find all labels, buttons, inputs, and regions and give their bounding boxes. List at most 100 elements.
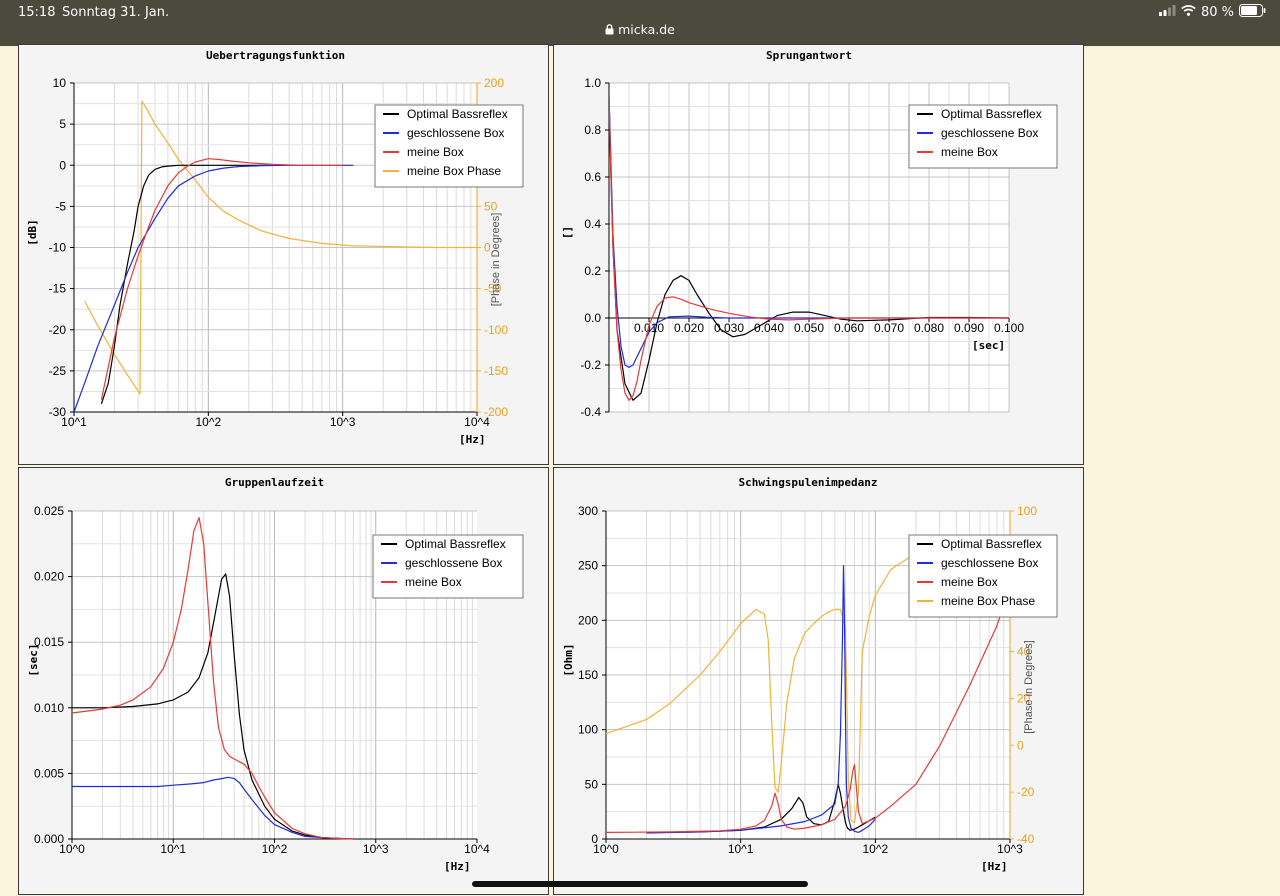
series-line-geschlossene-box [74,164,354,413]
x-tick-label: 0.030 [714,321,744,335]
y2-tick-label: -20 [1017,785,1035,799]
x-tick-label: 10^3 [330,415,356,429]
chart-svg: Sprungantwort 1.0 0.8 0.6 0.4 0.2 0.0 -0.2 -0.4 0… [561,49,1058,419]
series-line-meine-box [609,94,1009,401]
y-tick-label: 0.8 [584,123,601,137]
y-tick-label: 100 [578,723,598,737]
legend-entry: meine Box Phase [941,594,1035,608]
y2-tick-label: 0 [1017,738,1024,752]
y-tick-label: 0.005 [34,766,64,780]
y-axis-label: [sec] [27,643,40,676]
series-line-geschlossene-box [609,94,1009,368]
legend-entry: Optimal Bassreflex [407,107,508,121]
legend-entry: meine Box [941,575,998,589]
y2-tick-label: 0 [484,241,491,255]
y2-tick-label: -200 [484,405,508,419]
y-tick-label: 1.0 [584,76,601,90]
x-tick-label: 0.100 [994,321,1024,335]
y2-tick-label: 20 [1017,691,1031,705]
y2-tick-label: 50 [484,199,498,213]
y-tick-label: 0 [59,158,66,172]
y-tick-label: 0.010 [34,701,64,715]
wifi-icon [1181,5,1196,20]
y-tick-label: -30 [49,405,67,419]
home-indicator[interactable] [472,881,808,887]
legend-entry: meine Box Phase [407,164,501,178]
legend-entry: Optimal Bassreflex [941,107,1042,121]
x-tick-label: 10^2 [863,842,889,856]
legend-entry: geschlossene Box [407,126,504,140]
x-tick-label: 0.080 [914,321,944,335]
y-tick-label: 0 [591,832,598,846]
y-tick-label: 0.015 [34,635,64,649]
y-tick-label: 0.0 [584,311,601,325]
chart-svg: Schwingspulenimpedanz3002502001501005001… [562,476,1058,873]
series-line-meine-box-phase [606,545,949,824]
x-tick-label: 10^3 [363,842,389,856]
chart-uebertragungsfunktion: Uebertragungsfunktion 10 5 0 -5 -10 -15 -20 -25 -… [18,44,549,465]
y-tick-label: 0.2 [584,264,601,278]
series-line-optimal-bassreflex [609,94,1009,401]
y2-tick-label: 200 [484,76,504,90]
y-tick-label: -5 [55,199,66,213]
x-tick-label: 10^0 [593,842,619,856]
x-tick-label: 10^4 [464,842,490,856]
y-tick-label: -20 [49,323,67,337]
x-axis-label: [Hz] [444,860,471,873]
x-tick-label: 10^1 [61,415,87,429]
legend-box [372,534,524,599]
chart-title: Uebertragungsfunktion [206,49,345,62]
chart-schwingspulenimpedanz: Schwingspulenimpedanz 300 250 200 150 100 50 0 1… [553,467,1084,895]
y-tick-label: 0.000 [34,832,64,846]
series-line-geschlossene-box [72,776,346,840]
legend-entry: Optimal Bassreflex [405,537,506,551]
y2-axis-label: [Phase in Degrees] [1023,640,1035,734]
x-tick-label: 0.020 [674,321,704,335]
y-tick-label: -0.4 [580,405,601,419]
status-time: 15:18 [18,5,56,20]
y-tick-label: 0.6 [584,170,601,184]
y-tick-label: 0.025 [34,504,64,518]
series-line-optimal-bassreflex [72,573,354,840]
x-tick-label: 0.040 [754,321,784,335]
y-tick-label: 250 [578,559,598,573]
x-tick-label: 10^0 [59,842,85,856]
address-bar[interactable]: micka.de [0,22,1280,37]
legend-entry: geschlossene Box [941,556,1038,570]
y2-tick-label: -50 [484,282,502,296]
chart-title: Gruppenlaufzeit [225,476,324,489]
x-tick-label: 10^4 [464,415,490,429]
x-axis-label: [Hz] [459,433,486,446]
y2-tick-label: -100 [484,323,508,337]
y-tick-label: 0.4 [584,217,601,231]
lock-icon [605,22,618,37]
x-tick-label: 10^1 [728,842,754,856]
y-axis-label: [] [561,226,574,239]
y-tick-label: 0.020 [34,570,64,584]
y2-tick-label: 40 [1017,645,1031,659]
status-bar: 15:18 Sonntag 31. Jan. micka.de 80 % [0,0,1280,46]
x-tick-label: 0.070 [874,321,904,335]
y-tick-label: 10 [53,76,67,90]
series-line-geschlossene-box [646,565,876,834]
y-tick-label: -0.2 [580,358,601,372]
y-tick-label: -25 [49,364,67,378]
x-axis-label: [Hz] [981,860,1008,873]
battery-percent: 80 % [1200,5,1234,20]
legend-entry: meine Box [405,575,462,589]
y-tick-label: 200 [578,613,598,627]
legend-box [908,534,1058,618]
x-tick-label: 0.050 [794,321,824,335]
x-tick-label: 0.090 [954,321,984,335]
y-tick-label: -15 [49,282,67,296]
legend-entry: geschlossene Box [405,556,502,570]
x-axis-label: [sec] [972,339,1005,352]
chart-svg: Gruppenlaufzeit 0.025 0.020 0.015 0.010 0.005… [27,476,524,873]
y-tick-label: 150 [578,668,598,682]
chart-sprungantwort: Sprungantwort 1.0 0.8 0.6 0.4 0.2 0.0 -0.2 -0.4 0… [553,44,1084,465]
legend-box [374,104,524,188]
y-tick-label: -10 [49,241,67,255]
chart-gruppenlaufzeit: Gruppenlaufzeit 0.025 0.020 0.015 0.010 0.005… [18,467,549,895]
legend-entry: meine Box [941,145,998,159]
chart-svg: Uebertragungsfunktion 10 50 -5 -10 -15 -20 -25 -… [26,49,524,446]
